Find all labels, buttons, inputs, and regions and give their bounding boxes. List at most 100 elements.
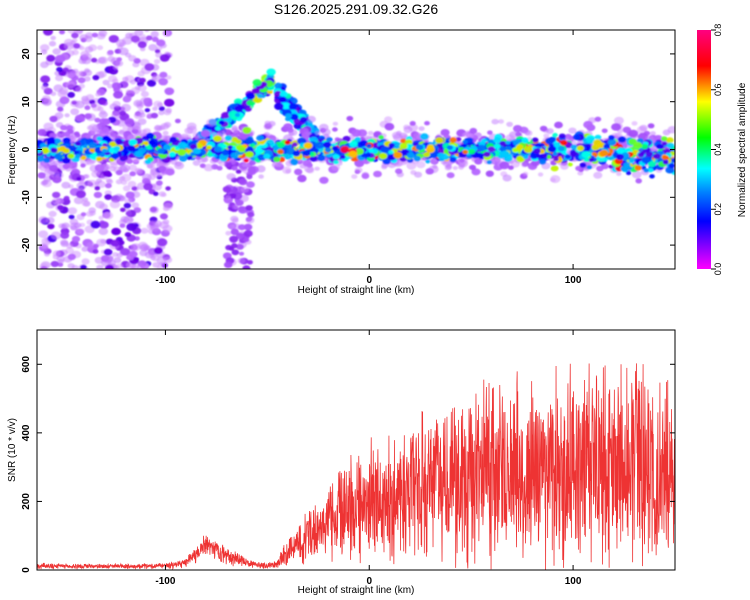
spectrogram-cell <box>177 148 187 156</box>
spectrogram-cell <box>406 152 415 159</box>
spectrogram-cell <box>128 262 137 269</box>
spectrogram-cell <box>221 144 228 149</box>
spectrogram-ytick-label: -10 <box>21 190 32 205</box>
snr-xtick-label: 100 <box>565 576 582 587</box>
spectrogram-cell <box>41 84 49 91</box>
spectrogram-cell <box>332 127 338 132</box>
spectrogram-cell <box>159 42 167 49</box>
spectrogram-cell <box>649 131 656 136</box>
snr-xlabel: Height of straight line (km) <box>298 585 415 596</box>
colorbar-tick-label: 0.6 <box>713 83 723 96</box>
spectrogram-cell <box>74 100 85 109</box>
spectrogram-cell <box>455 137 462 142</box>
spectrogram-cell <box>153 191 159 196</box>
spectrogram-cell <box>93 191 103 199</box>
spectrogram-cell <box>247 211 255 218</box>
spectrogram-cell <box>84 113 92 120</box>
spectrogram-cell <box>218 120 225 125</box>
spectrogram-cell <box>505 145 512 151</box>
spectrogram-cell <box>486 160 493 165</box>
spectrogram-cell <box>260 81 268 88</box>
spectrogram-cell <box>247 260 253 265</box>
spectrogram-cell <box>523 155 529 160</box>
snr-panel: -100 0 100 0 200 400 600 Height of straight li… <box>7 329 676 596</box>
spectrogram-cell <box>63 131 71 137</box>
spectrogram-cell <box>611 123 622 131</box>
spectrogram-cell <box>324 147 332 153</box>
snr-xtick-label: -100 <box>155 576 175 587</box>
spectrogram-cell <box>128 153 135 159</box>
spectrogram-cell <box>113 91 124 99</box>
spectrogram-cell <box>424 121 430 126</box>
spectrogram-cell <box>210 131 216 135</box>
spectrogram-cell <box>57 106 64 112</box>
spectrogram-cell <box>137 70 145 77</box>
spectrogram-cell <box>120 164 131 173</box>
spectrogram-cell <box>140 129 147 135</box>
spectrogram-cell <box>586 165 593 170</box>
spectrogram-cell <box>112 100 121 108</box>
spectrogram-cell <box>94 117 101 123</box>
spectrogram-cells <box>37 30 675 269</box>
spectrogram-cell <box>670 157 675 163</box>
spectrogram-cell <box>649 174 655 179</box>
spectrogram-cell <box>98 215 104 220</box>
spectrogram-cell <box>68 214 75 220</box>
spectrogram-cell <box>118 195 127 202</box>
spectrogram-cell <box>340 146 350 153</box>
spectrogram-cell <box>111 82 122 90</box>
spectrogram-cell <box>50 260 59 268</box>
spectrogram-cell <box>44 252 50 257</box>
spectrogram-cell <box>37 128 47 137</box>
spectrogram-cell <box>243 237 250 243</box>
spectrogram-cell <box>89 147 97 153</box>
spectrogram-cell <box>154 124 162 131</box>
spectrogram-cell <box>491 118 499 125</box>
spectrogram-cell <box>641 143 648 150</box>
spectrogram-cell <box>647 167 654 173</box>
spectrogram-cell <box>222 128 232 136</box>
spectrogram-cell <box>415 144 424 151</box>
spectrogram-cell <box>162 130 169 136</box>
spectrogram-cell <box>221 112 230 119</box>
spectrogram-cell <box>354 136 362 143</box>
spectrogram-cell <box>130 87 140 95</box>
spectrogram-cell <box>76 30 83 34</box>
spectrogram-cell <box>393 151 403 159</box>
spectrogram-cell <box>164 98 175 107</box>
spectrogram-cell <box>274 82 282 89</box>
spectrogram-cell <box>163 121 172 128</box>
spectrogram-ytick-label: -20 <box>21 237 32 252</box>
spectrogram-cell <box>290 158 299 166</box>
spectrogram-cell <box>440 129 450 136</box>
spectrogram-cell <box>38 230 49 238</box>
spectrogram-cell <box>116 57 123 62</box>
spectrogram-cell <box>301 159 308 165</box>
spectrogram-cell <box>304 165 314 173</box>
spectrogram-cell <box>112 78 119 84</box>
spectrogram-cell <box>493 143 501 149</box>
spectrogram-cell <box>118 130 126 136</box>
spectrogram-cell <box>449 137 457 143</box>
spectrogram-cell <box>319 176 329 184</box>
spectrogram-cell <box>662 129 671 136</box>
spectrogram-cell <box>123 202 132 209</box>
spectrogram-cell <box>84 174 90 179</box>
spectrogram-cell <box>372 142 380 148</box>
spectrogram-cell <box>224 161 233 168</box>
spectrogram-cell <box>647 160 656 168</box>
spectrogram-cell <box>340 154 346 160</box>
spectrogram-cell <box>425 168 434 175</box>
spectrogram-cell <box>108 131 116 138</box>
spectrogram-cell <box>61 222 70 229</box>
spectrogram-cell <box>76 181 87 190</box>
spectrogram-cell <box>599 149 609 157</box>
spectrogram-cell <box>128 55 137 62</box>
spectrogram-cell <box>247 166 257 174</box>
spectrogram-cell <box>242 126 252 134</box>
spectrogram-cell <box>55 75 64 82</box>
spectrogram-cell <box>238 224 246 231</box>
spectrogram-cell <box>436 152 445 159</box>
spectrogram-cell <box>616 153 625 160</box>
